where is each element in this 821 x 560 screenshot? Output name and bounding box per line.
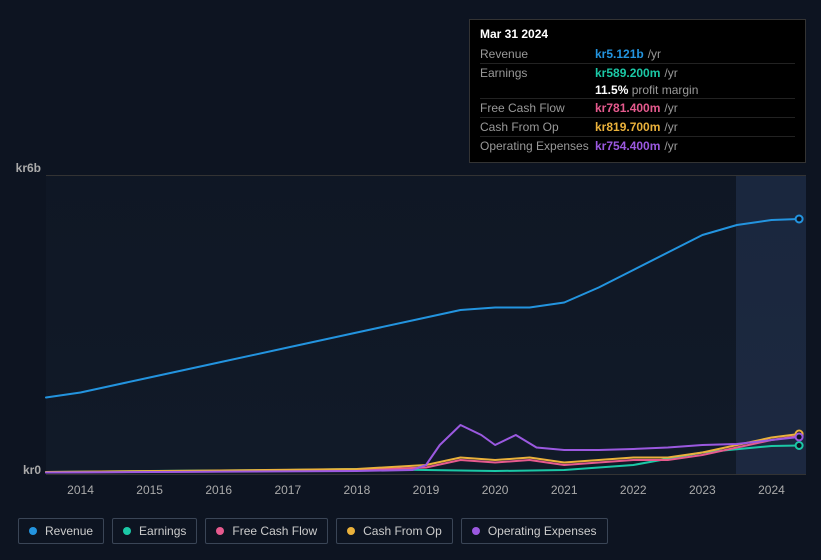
x-tick-label: 2014 — [67, 483, 94, 497]
tooltip-row: Operating Expenseskr754.400m/yr — [480, 136, 795, 155]
series-endpoint — [796, 442, 803, 449]
legend-item-free-cash-flow[interactable]: Free Cash Flow — [205, 518, 328, 544]
x-tick-label: 2015 — [136, 483, 163, 497]
x-tick-label: 2016 — [205, 483, 232, 497]
legend-label: Earnings — [139, 524, 186, 538]
y-tick-bottom: kr0 — [23, 463, 41, 477]
x-tick-label: 2023 — [689, 483, 716, 497]
legend-item-earnings[interactable]: Earnings — [112, 518, 197, 544]
tooltip-row: Earningskr589.200m/yr — [480, 63, 795, 82]
chart-legend: Revenue Earnings Free Cash Flow Cash From O… — [18, 518, 608, 544]
legend-item-cash-from-op[interactable]: Cash From Op — [336, 518, 453, 544]
tooltip-unit: /yr — [664, 66, 677, 80]
tooltip-row: Revenuekr5.121b/yr — [480, 45, 795, 63]
x-tick-label: 2022 — [620, 483, 647, 497]
tooltip-value: kr819.700m — [595, 120, 660, 134]
tooltip-label: Operating Expenses — [480, 139, 595, 153]
x-axis: 2014 2015 2016 2017 2018 2019 2020 2021 2022 2023… — [46, 483, 821, 503]
x-tick-label: 2020 — [482, 483, 509, 497]
tooltip-value: kr754.400m — [595, 139, 660, 153]
tooltip-unit: /yr — [664, 101, 677, 115]
legend-item-operating-expenses[interactable]: Operating Expenses — [461, 518, 608, 544]
tooltip-date: Mar 31 2024 — [480, 27, 795, 41]
chart-lines — [46, 175, 806, 475]
series-endpoint — [796, 434, 803, 441]
legend-item-revenue[interactable]: Revenue — [18, 518, 104, 544]
tooltip-profit-margin: 11.5% profit margin — [480, 82, 795, 98]
tooltip-label: Free Cash Flow — [480, 101, 595, 115]
tooltip-value: kr589.200m — [595, 66, 660, 80]
legend-dot-icon — [29, 527, 37, 535]
x-tick-label: 2018 — [344, 483, 371, 497]
legend-dot-icon — [472, 527, 480, 535]
legend-dot-icon — [123, 527, 131, 535]
tooltip-row: Cash From Opkr819.700m/yr — [480, 117, 795, 136]
y-tick-top: kr6b — [16, 161, 41, 175]
legend-label: Operating Expenses — [488, 524, 597, 538]
x-tick-label: 2017 — [274, 483, 301, 497]
x-tick-label: 2021 — [551, 483, 578, 497]
chart-tooltip: Mar 31 2024 Revenuekr5.121b/yrEarningskr… — [469, 19, 806, 163]
tooltip-label: Revenue — [480, 47, 595, 61]
tooltip-unit: /yr — [664, 139, 677, 153]
financials-chart[interactable]: kr6b kr0 — [18, 175, 806, 475]
series-endpoint — [796, 216, 803, 223]
series-operating-expenses — [46, 425, 799, 473]
legend-dot-icon — [216, 527, 224, 535]
tooltip-unit: /yr — [664, 120, 677, 134]
tooltip-label: Earnings — [480, 66, 595, 80]
tooltip-unit: /yr — [648, 47, 661, 61]
legend-label: Revenue — [45, 524, 93, 538]
x-tick-label: 2024 — [758, 483, 785, 497]
tooltip-value: kr5.121b — [595, 47, 644, 61]
tooltip-label: Cash From Op — [480, 120, 595, 134]
legend-label: Cash From Op — [363, 524, 442, 538]
tooltip-value: kr781.400m — [595, 101, 660, 115]
x-tick-label: 2019 — [413, 483, 440, 497]
series-revenue — [46, 219, 799, 398]
legend-label: Free Cash Flow — [232, 524, 317, 538]
tooltip-row: Free Cash Flowkr781.400m/yr — [480, 98, 795, 117]
legend-dot-icon — [347, 527, 355, 535]
